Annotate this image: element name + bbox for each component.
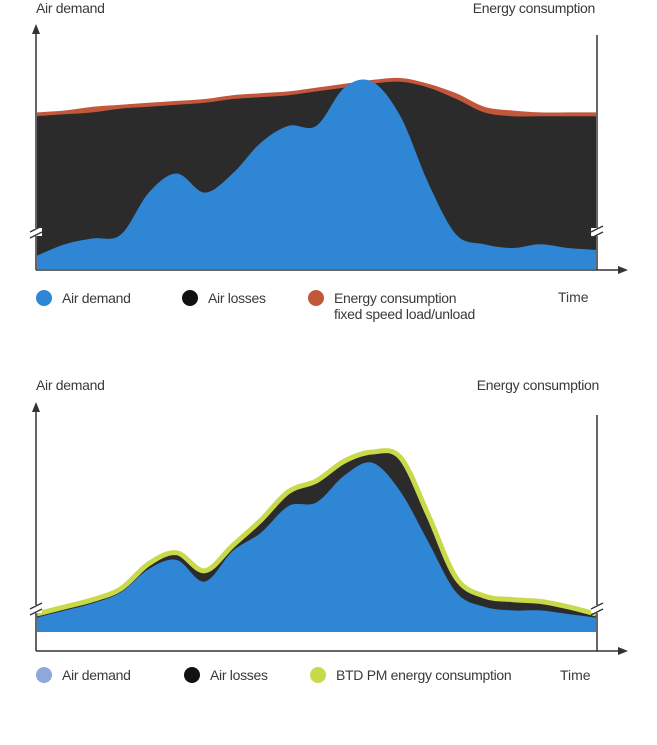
legend-label: Air losses: [208, 290, 266, 306]
x-axis-label: Time: [560, 667, 591, 683]
axis-break-left: [29, 602, 43, 616]
legend-label-line1: Energy consumption: [334, 290, 457, 306]
legend-dot-red: [308, 290, 324, 306]
chart-panel-btd-pm: Air demand Energy consumption Air demand…: [0, 370, 657, 710]
legend-label: Energy consumption fixed speed load/unlo…: [334, 290, 475, 322]
right-axis-label: Energy consumption: [476, 377, 600, 393]
axis-break-left: [29, 225, 43, 239]
legend-label-line2: fixed speed load/unload: [334, 306, 475, 322]
legend-dot-light-blue: [36, 667, 52, 683]
legend-dot-black: [182, 290, 198, 306]
chart-1-svg: [29, 24, 628, 274]
left-axis-label: Air demand: [36, 0, 105, 16]
legend-label: Air demand: [62, 667, 131, 683]
right-axis-label: Energy consumption: [472, 0, 596, 16]
x-axis-arrow: [618, 647, 628, 655]
axis-break-right: [590, 225, 604, 239]
axis-break-right: [590, 602, 604, 616]
legend-label: Air losses: [210, 667, 268, 683]
x-axis-arrow: [618, 266, 628, 274]
y-axis-left-arrow: [32, 24, 40, 34]
legend-label: BTD PM energy consumption: [336, 667, 512, 683]
x-axis-label: Time: [558, 289, 589, 305]
legend-dot-black: [184, 667, 200, 683]
air-demand-area: [37, 79, 596, 269]
chart-panel-fixed-speed: Air demand Energy consumption Air demand: [0, 0, 657, 340]
btd-pm-energy-line: [36, 448, 597, 617]
y-axis-left-arrow: [32, 402, 40, 412]
chart-2-svg: [29, 402, 628, 655]
legend-dot-green: [310, 667, 326, 683]
legend-label: Air demand: [62, 290, 131, 306]
air-demand-area: [37, 462, 596, 632]
legend-dot-blue: [36, 290, 52, 306]
left-axis-label: Air demand: [36, 377, 105, 393]
